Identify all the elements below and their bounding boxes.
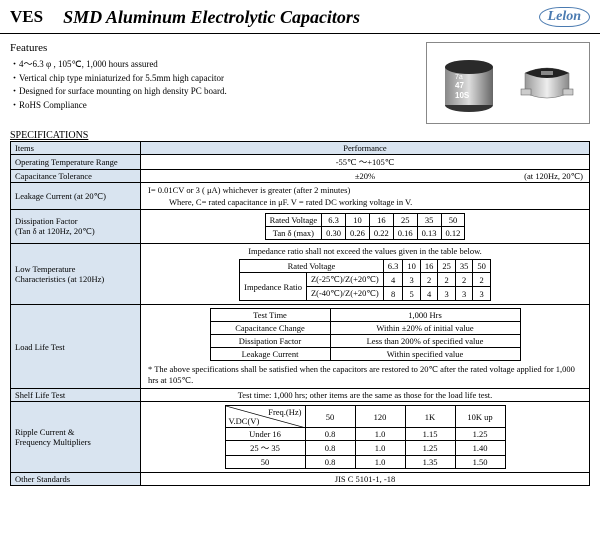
feature-item: Designed for surface mounting on high de… [10, 85, 426, 99]
row-value: I= 0.01CV or 3 ( μA) whichever is greate… [141, 183, 590, 210]
page-title: SMD Aluminum Electrolytic Capacitors [63, 7, 538, 28]
table-row: Other Standards JIS C 5101-1, -18 [11, 473, 590, 486]
product-images: 7a 47 10S [426, 42, 590, 124]
dissipation-table: Rated Voltage6.31016253550 Tan δ (max)0.… [265, 213, 466, 240]
row-value: Impedance ratio shall not exceed the val… [141, 244, 590, 305]
table-row: Load Life Test Test Time1,000 Hrs Capaci… [11, 305, 590, 389]
table-row: Shelf Life Test Test time: 1,000 hrs; ot… [11, 389, 590, 402]
features-list: 4～6.3 φ , 105℃, 1,000 hours assured Vert… [10, 58, 426, 112]
feature-item: 4～6.3 φ , 105℃, 1,000 hours assured [10, 58, 426, 72]
table-row: Ripple Current &Frequency Multipliers Fr… [11, 402, 590, 473]
specifications-heading: SPECIFICATIONS [10, 130, 590, 141]
capacitor-front-image: 7a 47 10S [433, 47, 505, 119]
product-code: VES [10, 7, 43, 27]
row-label: Dissipation Factor(Tan δ at 120Hz, 20℃) [11, 210, 141, 244]
row-label: Load Life Test [11, 305, 141, 389]
items-header: Items [11, 142, 141, 155]
header: VES SMD Aluminum Electrolytic Capacitors… [0, 0, 600, 34]
performance-header: Performance [141, 142, 590, 155]
row-label: Operating Temperature Range [11, 155, 141, 170]
row-label: Shelf Life Test [11, 389, 141, 402]
row-value: JIS C 5101-1, -18 [141, 473, 590, 486]
svg-text:47: 47 [455, 81, 464, 90]
svg-text:10S: 10S [455, 91, 470, 100]
row-value: Test time: 1,000 hrs; other items are th… [141, 389, 590, 402]
logo: Lelon [539, 7, 590, 27]
row-label: Ripple Current &Frequency Multipliers [11, 402, 141, 473]
table-row: Dissipation Factor(Tan δ at 120Hz, 20℃) … [11, 210, 590, 244]
load-life-table: Test Time1,000 Hrs Capacitance ChangeWit… [210, 308, 521, 361]
feature-item: Vertical chip type miniaturized for 5.5m… [10, 72, 426, 86]
ripple-table: Freq.(Hz)V.DC(V)501201K10K up Under 160.… [225, 405, 506, 469]
specifications-table: Items Performance Operating Temperature … [10, 141, 590, 486]
table-header-row: Items Performance [11, 142, 590, 155]
row-label: Capacitance Tolerance [11, 170, 141, 183]
table-row: Low TemperatureCharacteristics (at 120Hz… [11, 244, 590, 305]
row-label: Other Standards [11, 473, 141, 486]
features-section: Features 4～6.3 φ , 105℃, 1,000 hours ass… [10, 42, 590, 124]
row-label: Leakage Current (at 20℃) [11, 183, 141, 210]
row-value: -55℃ ～+105℃ [141, 155, 590, 170]
table-row: Capacitance Tolerance ±20%(at 120Hz, 20℃… [11, 170, 590, 183]
impedance-table: Rated Voltage6.31016253550 Impedance Rat… [239, 259, 491, 301]
row-value: Freq.(Hz)V.DC(V)501201K10K up Under 160.… [141, 402, 590, 473]
features-text: Features 4～6.3 φ , 105℃, 1,000 hours ass… [10, 42, 426, 124]
content: Features 4～6.3 φ , 105℃, 1,000 hours ass… [0, 34, 600, 486]
row-value: Rated Voltage6.31016253550 Tan δ (max)0.… [141, 210, 590, 244]
capacitor-back-image [511, 47, 583, 119]
table-row: Leakage Current (at 20℃) I= 0.01CV or 3 … [11, 183, 590, 210]
svg-text:7a: 7a [455, 74, 463, 81]
feature-item: RoHS Compliance [10, 99, 426, 113]
features-heading: Features [10, 42, 426, 54]
row-value: ±20%(at 120Hz, 20℃) [141, 170, 590, 183]
row-label: Low TemperatureCharacteristics (at 120Hz… [11, 244, 141, 305]
table-row: Operating Temperature Range -55℃ ～+105℃ [11, 155, 590, 170]
row-value: Test Time1,000 Hrs Capacitance ChangeWit… [141, 305, 590, 389]
